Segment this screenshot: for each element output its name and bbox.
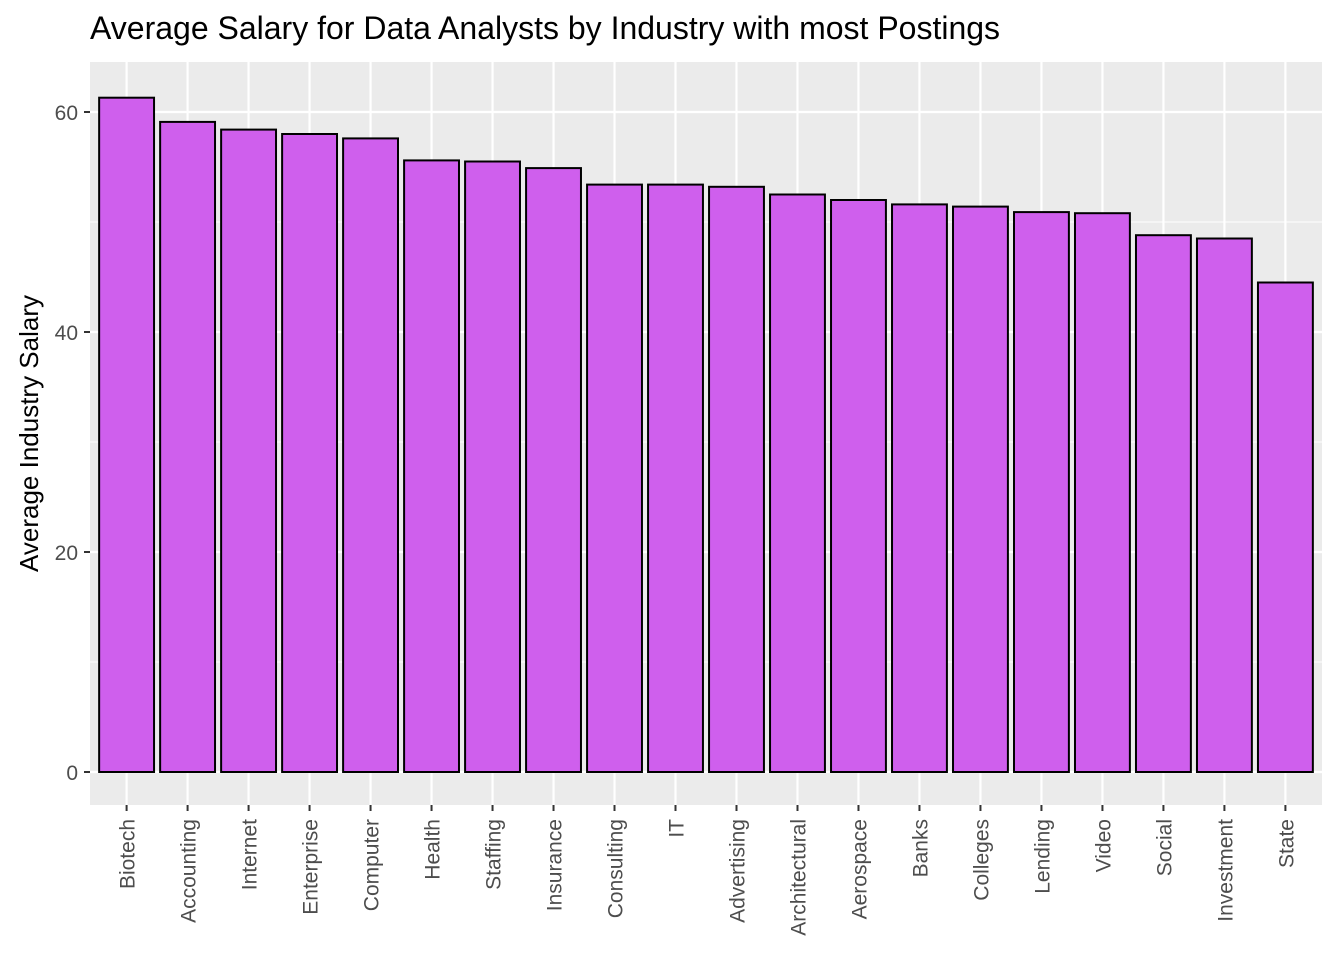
bar-accounting [159, 120, 217, 773]
bar-banks [891, 203, 948, 773]
x-tick-label: Banks [909, 819, 932, 877]
bar-staffing [464, 160, 521, 773]
x-tick-label: Advertising [726, 819, 749, 923]
bar-architectural [769, 193, 826, 773]
bar-video [1073, 212, 1131, 773]
x-tick-label: Staffing [483, 819, 506, 890]
bar-it [647, 183, 704, 774]
y-axis-label: Average Industry Salary [14, 295, 44, 572]
chart-title: Average Salary for Data Analysts by Indu… [90, 10, 1001, 46]
x-tick-label: Consulting [605, 819, 628, 918]
bar-biotech [98, 96, 156, 773]
x-tick-label: Social [1153, 819, 1176, 876]
x-tick-label: State [1275, 819, 1298, 868]
bar-internet [220, 128, 278, 774]
x-tick-label: Architectural [787, 819, 810, 936]
bar-social [1134, 234, 1192, 773]
x-tick-label: Health [422, 819, 445, 880]
y-tick-label: 0 [66, 762, 78, 785]
x-tick-label: Accounting [178, 819, 201, 923]
x-tick-label: Colleges [970, 819, 993, 901]
bar-state [1256, 281, 1314, 773]
x-tick-label: IT [666, 819, 689, 838]
x-tick-label: Video [1092, 819, 1115, 872]
x-tick-label: Aerospace [848, 819, 871, 919]
x-tick-label: Internet [239, 819, 262, 890]
bar-computer [342, 137, 400, 773]
bar-investment [1195, 237, 1253, 773]
x-tick-label: Investment [1214, 819, 1237, 922]
bar-health [403, 159, 460, 773]
x-tick-label: Enterprise [300, 819, 323, 915]
x-tick-label: Biotech [117, 819, 140, 889]
bar-insurance [525, 167, 582, 774]
bar-lending [1013, 211, 1070, 774]
y-tick-label: 60 [55, 102, 78, 125]
bar-consulting [586, 183, 643, 774]
bar-enterprise [281, 133, 339, 773]
x-tick-label: Computer [361, 819, 384, 911]
x-tick-label: Lending [1031, 819, 1054, 894]
x-tick-label: Insurance [544, 819, 567, 911]
bar-advertising [708, 185, 765, 774]
bar-aerospace [830, 199, 887, 773]
y-tick-label: 40 [55, 322, 78, 345]
y-tick-label: 20 [55, 542, 78, 565]
bar-colleges [952, 205, 1009, 774]
